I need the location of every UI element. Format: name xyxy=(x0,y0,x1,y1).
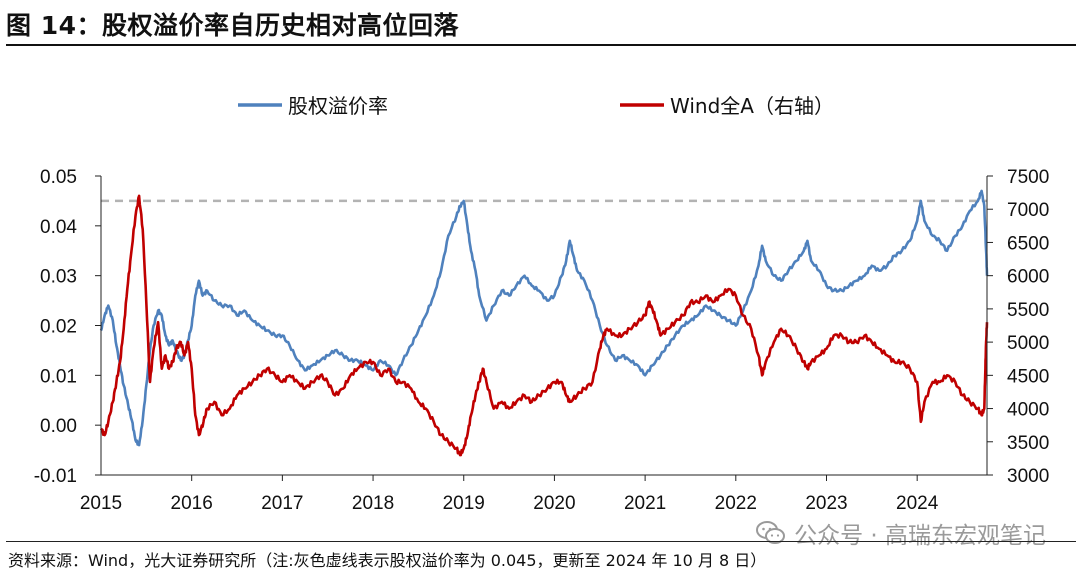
watermark-text: 公众号 · 高瑞东宏观笔记 xyxy=(794,523,1046,549)
legend-label-1: Wind全A（右轴） xyxy=(670,94,834,118)
figure-title: 图 14：股权溢价率自历史相对高位回落 xyxy=(6,11,459,40)
title-underline xyxy=(6,44,1076,46)
axis-layer: 0.05 0.04 0.03 0.02 0.01 0.00 -0.01 7500 7000 650… xyxy=(34,167,1050,514)
x-tick-label: 2024 xyxy=(896,493,939,514)
y-right-tick-label: 6500 xyxy=(1007,233,1049,254)
y-left-tick-label: 0.04 xyxy=(40,217,77,238)
x-tick-label: 2017 xyxy=(261,493,303,514)
y-left-tick-label: 0.01 xyxy=(40,366,77,387)
x-tick-label: 2021 xyxy=(624,493,666,514)
y-right-tick-label: 4500 xyxy=(1007,366,1049,387)
legend: 股权溢价率 Wind全A（右轴） xyxy=(238,94,834,118)
chart-canvas: 0.05 0.04 0.03 0.02 0.01 0.00 -0.01 7500 7000 650… xyxy=(34,94,1050,514)
x-tick-label: 2018 xyxy=(352,493,394,514)
y-left-tick-label: 0.02 xyxy=(40,317,77,338)
y-right-tick-label: 6000 xyxy=(1007,267,1049,288)
y-right-tick-label: 3000 xyxy=(1007,466,1049,487)
series-line-0 xyxy=(99,189,989,447)
y-right-tick-label: 7500 xyxy=(1007,167,1049,188)
y-right-tick-label: 5000 xyxy=(1007,333,1049,354)
x-tick-label: 2019 xyxy=(443,493,485,514)
x-tick-label: 2022 xyxy=(715,493,757,514)
source-divider xyxy=(6,541,1076,542)
series-layer xyxy=(99,189,989,457)
wechat-icon xyxy=(756,521,786,544)
x-tick-label: 2015 xyxy=(80,493,122,514)
legend-label-0: 股权溢价率 xyxy=(288,94,388,118)
x-tick-label: 2016 xyxy=(171,493,213,514)
y-right-tick-label: 4000 xyxy=(1007,400,1049,421)
y-right-tick-label: 3500 xyxy=(1007,433,1049,454)
y-left-tick-label: 0.03 xyxy=(40,267,77,288)
series-line-1 xyxy=(99,194,989,457)
x-tick-label: 2023 xyxy=(805,493,847,514)
y-right-tick-label: 5500 xyxy=(1007,300,1049,321)
x-tick-label: 2020 xyxy=(533,493,575,514)
y-left-tick-label: 0.00 xyxy=(40,416,77,437)
source-note: 资料来源：Wind，光大证券研究所（注:灰色虚线表示股权溢价率为 0.045，更… xyxy=(8,551,767,570)
y-left-tick-label: 0.05 xyxy=(40,167,77,188)
y-left-tick-label: -0.01 xyxy=(34,466,77,487)
y-right-tick-label: 7000 xyxy=(1007,200,1049,221)
watermark: 公众号 · 高瑞东宏观笔记 xyxy=(756,516,1046,550)
